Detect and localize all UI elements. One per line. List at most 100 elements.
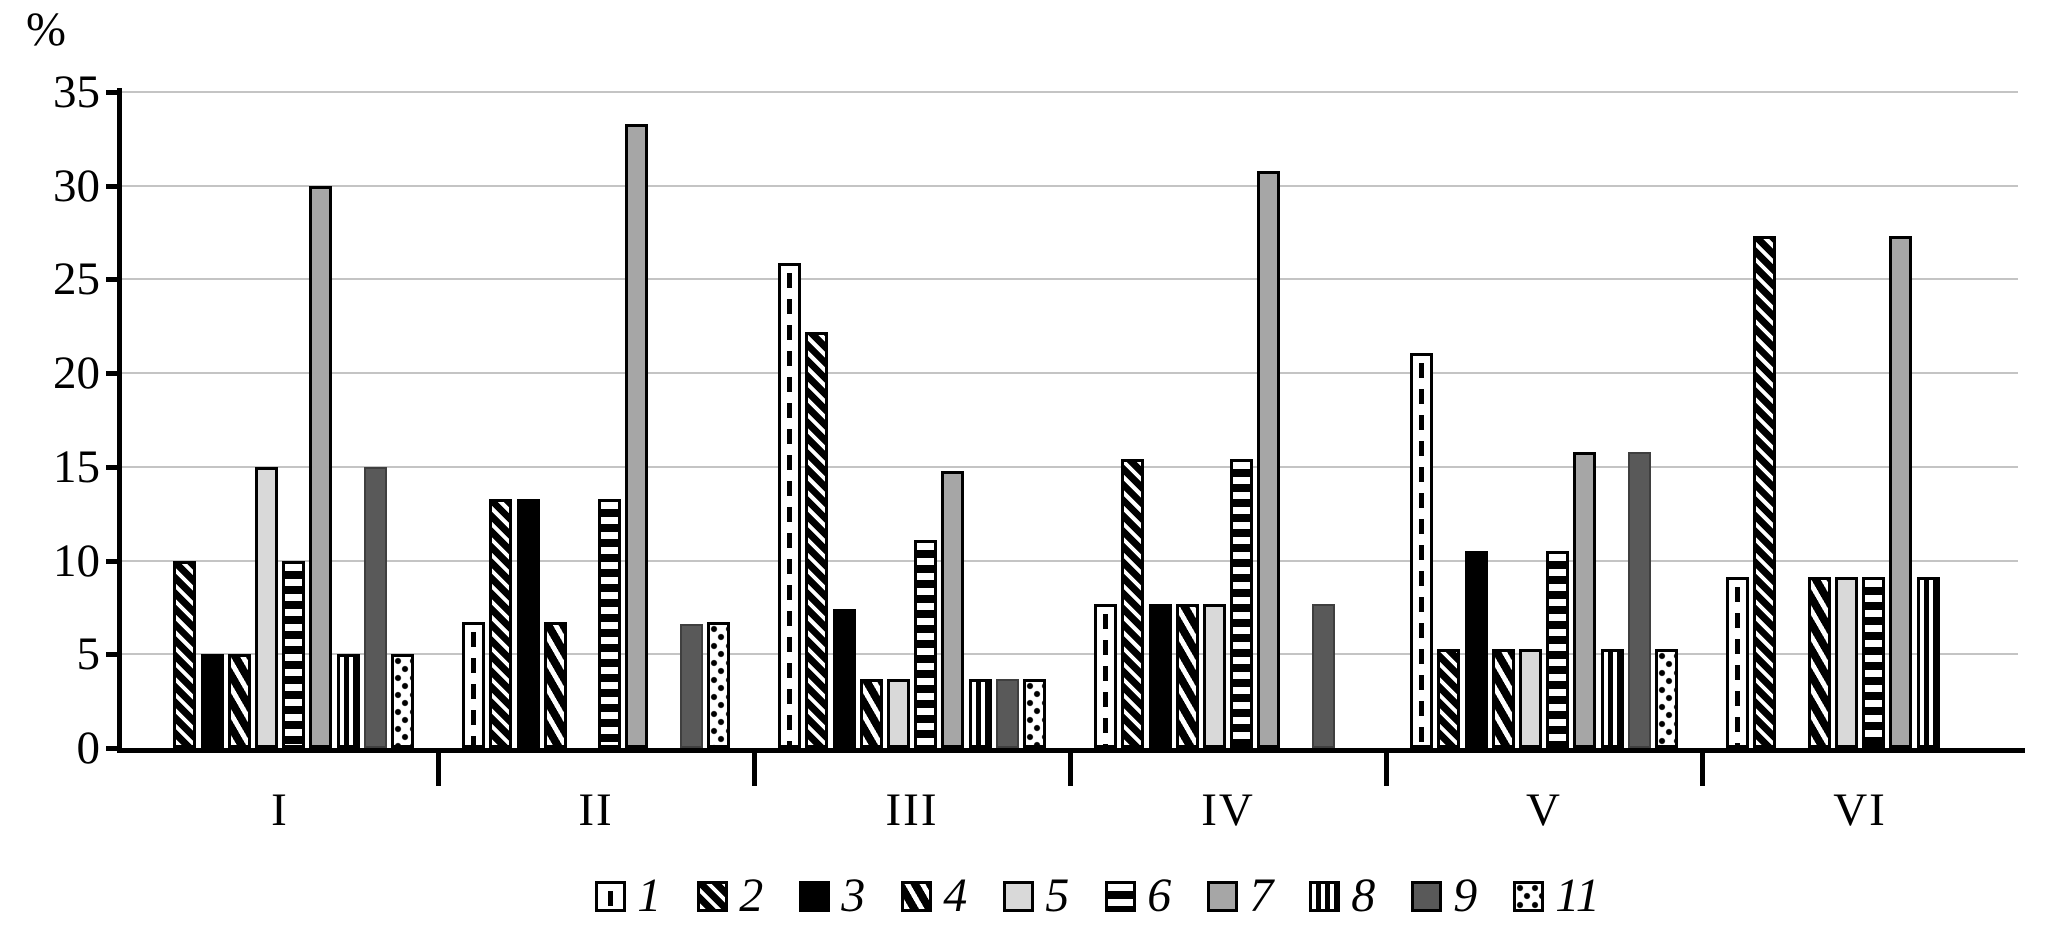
bar-series5-group-IV <box>1202 603 1226 748</box>
y-axis-tick-label: 5 <box>76 628 101 681</box>
legend-swatch-dotted-icon <box>1513 880 1545 912</box>
legend-label: 3 <box>841 869 866 922</box>
bar-series9-group-IV <box>1311 603 1335 748</box>
bar-series3-group-I <box>200 654 224 748</box>
bar-series2-group-II <box>489 498 513 748</box>
legend-swatch-medium-gray-icon <box>1207 880 1239 912</box>
y-axis-tick <box>106 183 122 189</box>
legend-swatch-white-dashed-vertical-line-icon <box>595 880 627 912</box>
bar-series11-group-I <box>390 654 414 748</box>
bar-series6-group-VI <box>1862 577 1886 748</box>
legend-item-11: 11 <box>1513 869 1600 922</box>
legend-label: 1 <box>637 869 662 922</box>
y-axis-tick-label: 30 <box>53 159 100 212</box>
y-axis-line <box>117 88 122 753</box>
bar-series6-group-IV <box>1230 459 1254 748</box>
group-separator-tick <box>1068 748 1073 786</box>
y-axis-tick <box>106 371 122 377</box>
legend-swatch-horizontal-stripes-icon <box>1105 880 1137 912</box>
gridline <box>122 465 2018 468</box>
y-axis-tick <box>106 277 122 283</box>
y-axis-tick-label: 10 <box>53 534 100 587</box>
gridline <box>122 184 2018 187</box>
legend-label: 5 <box>1045 869 1070 922</box>
y-axis-tick <box>106 90 122 95</box>
gridline <box>122 91 2018 93</box>
legend-item-7: 7 <box>1207 872 1273 920</box>
bar-series1-group-IV <box>1094 603 1118 748</box>
x-category-label: VI <box>1833 784 1887 836</box>
bar-series3-group-II <box>516 498 540 748</box>
bar-series5-group-V <box>1518 648 1542 748</box>
y-axis-tick-label: 35 <box>53 66 100 118</box>
legend-label: 4 <box>943 869 968 922</box>
x-category-label: III <box>885 784 939 836</box>
bar-series5-group-VI <box>1834 577 1858 748</box>
legend-swatch-diagonal-hatch-wide-icon <box>901 880 933 912</box>
legend-swatch-dark-gray-icon <box>1411 880 1443 912</box>
legend-label: 8 <box>1351 869 1376 922</box>
legend: 1 2 3 4 5 6 7 8 9 11 <box>64 872 2067 920</box>
group-separator-tick <box>1384 748 1389 786</box>
bar-series4-group-V <box>1491 648 1515 748</box>
bar-series6-group-III <box>914 539 938 748</box>
y-axis-tick <box>106 746 122 751</box>
group-separator-tick <box>752 748 757 786</box>
group-separator-tick <box>1700 748 1705 786</box>
x-category-label: II <box>578 784 614 836</box>
y-axis-tick <box>106 652 122 658</box>
bar-series2-group-V <box>1437 648 1461 748</box>
bar-series1-group-III <box>778 262 802 748</box>
bar-series3-group-V <box>1464 551 1488 748</box>
bar-series4-group-VI <box>1807 577 1831 748</box>
bar-series2-group-VI <box>1753 236 1777 748</box>
y-axis-tick-label: 20 <box>53 347 100 400</box>
legend-item-1: 1 <box>595 872 661 920</box>
legend-item-8: 8 <box>1309 872 1375 920</box>
bar-series8-group-V <box>1600 648 1624 748</box>
legend-swatch-solid-black-icon <box>799 880 831 912</box>
bar-series6-group-V <box>1546 551 1570 748</box>
bar-series9-group-I <box>363 466 387 748</box>
legend-swatch-light-gray-icon <box>1003 880 1035 912</box>
bar-series2-group-I <box>173 560 197 748</box>
bar-series8-group-I <box>336 654 360 748</box>
group-separator-tick <box>436 748 441 786</box>
legend-label: 2 <box>739 869 764 922</box>
legend-swatch-diagonal-hatch-dense-icon <box>697 880 729 912</box>
legend-label: 7 <box>1249 869 1274 922</box>
y-axis-tick <box>106 464 122 470</box>
bar-series11-group-V <box>1654 648 1678 748</box>
bar-series4-group-IV <box>1175 603 1199 748</box>
gridline <box>122 278 2018 281</box>
bar-series7-group-IV <box>1257 170 1281 748</box>
x-category-label: IV <box>1201 784 1255 836</box>
bar-series7-group-III <box>941 470 965 748</box>
bar-series7-group-I <box>309 185 333 748</box>
bar-series8-group-III <box>968 678 992 748</box>
bar-series2-group-IV <box>1121 459 1145 748</box>
legend-item-4: 4 <box>901 872 967 920</box>
bar-series6-group-I <box>282 560 306 748</box>
bar-series7-group-VI <box>1889 236 1913 748</box>
bar-series8-group-VI <box>1916 577 1940 748</box>
bar-series9-group-V <box>1627 451 1651 748</box>
y-axis-tick-label: 25 <box>53 253 100 306</box>
bar-series7-group-V <box>1573 451 1597 748</box>
bar-series3-group-III <box>832 609 856 748</box>
gridline <box>122 559 2018 562</box>
bar-series1-group-V <box>1410 352 1434 748</box>
bar-series2-group-III <box>805 331 829 748</box>
legend-item-2: 2 <box>697 872 763 920</box>
gridline <box>122 653 2018 656</box>
legend-item-6: 6 <box>1105 872 1171 920</box>
bar-series1-group-II <box>462 622 486 748</box>
legend-label: 11 <box>1555 869 1600 922</box>
x-category-label: I <box>271 784 289 836</box>
bar-series1-group-VI <box>1726 577 1750 748</box>
gridline <box>122 372 2018 375</box>
y-axis-tick <box>106 558 122 564</box>
legend-label: 9 <box>1453 869 1478 922</box>
